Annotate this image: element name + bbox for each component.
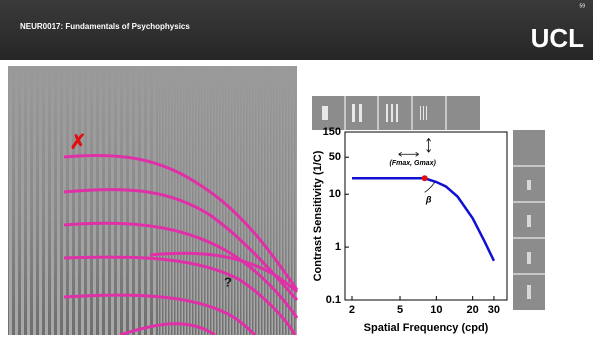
y-tick-label: 1 xyxy=(335,241,341,253)
slide-number: 59 xyxy=(579,3,585,9)
y-tick-label: 150 xyxy=(323,126,341,138)
logo: UCL xyxy=(531,23,585,53)
x-tick-label: 30 xyxy=(488,304,500,316)
peak-point xyxy=(422,175,428,181)
plot-frame xyxy=(345,132,507,300)
grating-figure: ✗ ? xyxy=(8,66,297,335)
x-tick-label: 10 xyxy=(430,304,442,316)
x-tick-label: 20 xyxy=(467,304,479,316)
y-tick-label: 50 xyxy=(329,151,341,163)
question-mark: ? xyxy=(224,274,232,289)
y-tick-label: 0.1 xyxy=(326,294,341,306)
y-axis-label: Contrast Sensitivity (1/C) xyxy=(312,150,324,281)
slide: NEUR0017: Fundamentals of Psychophysics … xyxy=(0,0,593,335)
cross-mark: ✗ xyxy=(70,131,87,153)
x-tick-label: 2 xyxy=(349,304,355,316)
csf-chart: Contrast Sensitivity (1/C) Spatial Frequ… xyxy=(312,126,507,334)
beta-annotation: β xyxy=(425,195,432,205)
x-tick-label: 5 xyxy=(397,304,403,316)
slide-title: NEUR0017: Fundamentals of Psychophysics xyxy=(20,22,190,31)
x-axis-label: Spatial Frequency (cpd) xyxy=(364,322,489,334)
peak-annotation: (Fmax, Gmax) xyxy=(390,160,437,167)
page: NEUR0017: Fundamentals of Psychophysics … xyxy=(0,0,593,335)
y-tick-label: 10 xyxy=(329,188,341,200)
